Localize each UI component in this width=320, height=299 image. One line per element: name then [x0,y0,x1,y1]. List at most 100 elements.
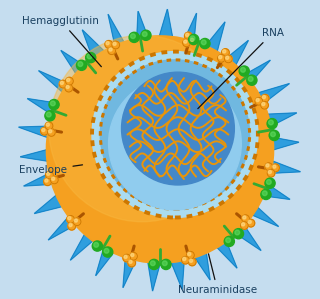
Circle shape [262,102,265,106]
Circle shape [247,219,255,227]
Circle shape [226,56,229,59]
Circle shape [86,53,96,63]
Circle shape [44,178,52,186]
Circle shape [267,119,277,129]
Circle shape [131,34,135,39]
Polygon shape [254,83,290,106]
Polygon shape [263,113,297,128]
Circle shape [268,170,271,174]
Circle shape [218,54,225,62]
Circle shape [190,38,194,41]
Circle shape [240,222,248,229]
Circle shape [187,251,194,259]
Circle shape [267,180,271,184]
Polygon shape [70,231,96,260]
Circle shape [239,66,249,76]
Circle shape [268,120,273,125]
Circle shape [266,164,269,167]
Circle shape [130,252,137,260]
Polygon shape [158,9,173,41]
Circle shape [103,247,113,257]
Circle shape [188,252,191,256]
Circle shape [189,37,197,45]
Polygon shape [82,30,107,62]
Polygon shape [170,256,185,289]
Circle shape [233,229,244,239]
Circle shape [248,77,253,81]
Circle shape [267,169,275,177]
Circle shape [129,260,132,263]
Text: Neuraminidase: Neuraminidase [178,254,257,295]
Polygon shape [249,205,279,227]
Circle shape [184,40,187,43]
Circle shape [109,48,112,51]
Circle shape [87,54,92,59]
Circle shape [186,33,189,36]
Circle shape [248,220,251,224]
Circle shape [219,56,222,59]
Circle shape [162,261,167,266]
Circle shape [261,189,271,199]
Circle shape [106,42,109,45]
Circle shape [100,60,250,209]
Circle shape [224,236,234,246]
Polygon shape [24,171,56,186]
Circle shape [52,177,55,180]
Polygon shape [61,50,88,77]
Circle shape [255,97,263,105]
Text: RNA: RNA [198,28,284,109]
Circle shape [65,84,73,92]
Polygon shape [259,182,290,199]
Circle shape [105,40,113,48]
Circle shape [92,52,258,217]
Circle shape [235,230,240,235]
Circle shape [256,98,259,102]
Circle shape [51,101,55,106]
Circle shape [189,259,193,262]
Polygon shape [137,11,149,43]
Polygon shape [224,40,248,69]
Circle shape [66,77,73,85]
Polygon shape [34,193,66,213]
Circle shape [225,55,232,63]
Circle shape [112,41,120,49]
Polygon shape [20,149,52,162]
Circle shape [122,72,234,185]
Circle shape [183,39,190,47]
Circle shape [149,259,159,269]
Polygon shape [19,126,53,139]
Circle shape [45,122,53,130]
Circle shape [128,259,136,267]
Circle shape [273,165,276,168]
Circle shape [272,164,279,172]
Circle shape [242,215,249,222]
Circle shape [200,39,210,49]
Circle shape [247,75,257,85]
Circle shape [41,127,48,135]
Circle shape [262,95,266,99]
Circle shape [124,255,127,258]
Text: Hemagglutinin: Hemagglutinin [22,16,101,67]
Polygon shape [232,222,261,251]
Circle shape [73,218,81,225]
Circle shape [51,176,58,184]
Circle shape [141,30,151,40]
Circle shape [74,219,77,222]
Circle shape [78,62,83,66]
Circle shape [261,101,268,109]
Circle shape [49,100,59,110]
Circle shape [47,129,55,136]
Polygon shape [123,253,138,288]
Circle shape [60,81,63,85]
Circle shape [49,35,235,222]
Circle shape [243,216,246,219]
Circle shape [150,261,155,266]
Circle shape [129,32,139,42]
Circle shape [181,256,189,264]
Polygon shape [96,244,116,276]
Circle shape [67,216,74,223]
Circle shape [45,111,55,121]
Circle shape [221,49,229,57]
Polygon shape [48,213,79,240]
Circle shape [49,129,52,133]
